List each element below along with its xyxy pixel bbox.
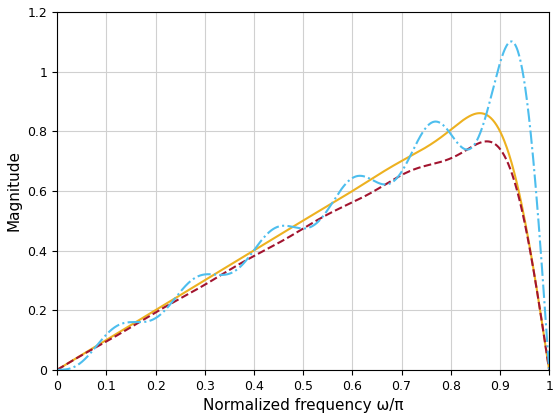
Bartlett — [155, 308, 162, 313]
Hanning — [76, 354, 83, 359]
Line: Bartlett: Bartlett — [57, 142, 549, 370]
Bartlett — [157, 307, 164, 312]
Bartlett — [223, 269, 230, 274]
Hanning — [477, 110, 483, 116]
Rectangular — [546, 367, 553, 372]
Rectangular — [223, 272, 230, 277]
Rectangular — [521, 78, 528, 83]
Hanning — [155, 306, 162, 311]
X-axis label: Normalized frequency ω/π: Normalized frequency ω/π — [203, 398, 403, 413]
Hanning — [54, 367, 60, 372]
Hanning — [82, 350, 89, 355]
Rectangular — [82, 356, 89, 361]
Y-axis label: Magnitude: Magnitude — [7, 150, 22, 231]
Hanning — [546, 367, 553, 372]
Hanning — [223, 265, 230, 270]
Bartlett — [483, 139, 490, 144]
Rectangular — [508, 39, 515, 44]
Rectangular — [157, 312, 164, 317]
Rectangular — [76, 361, 83, 366]
Rectangular — [54, 367, 60, 372]
Rectangular — [155, 314, 162, 319]
Line: Hanning: Hanning — [57, 113, 549, 370]
Bartlett — [521, 218, 528, 223]
Bartlett — [546, 367, 553, 372]
Line: Rectangular: Rectangular — [57, 42, 549, 370]
Hanning — [521, 214, 528, 219]
Bartlett — [82, 351, 89, 356]
Hanning — [157, 304, 164, 310]
Bartlett — [76, 354, 83, 359]
Bartlett — [54, 367, 60, 372]
